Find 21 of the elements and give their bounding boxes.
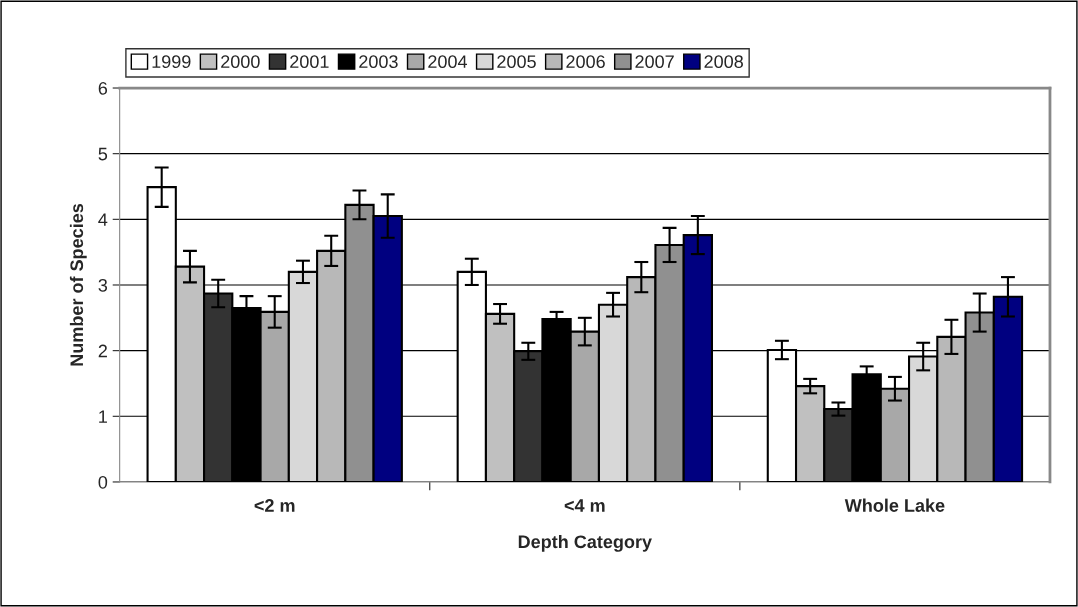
legend-label: 2007 (635, 55, 674, 69)
y-tick-label: 0 (98, 475, 108, 489)
x-tick-label: Whole Lake (844, 498, 945, 512)
y-tick-label: 1 (99, 410, 107, 423)
y-tick-label: 4 (98, 213, 108, 226)
x-tick-label: <4 m (564, 499, 605, 512)
legend-label: 2006 (566, 55, 605, 69)
legend-label: 2001 (290, 55, 329, 69)
legend-label: 2008 (704, 55, 743, 69)
y-tick-label: 6 (98, 81, 108, 95)
legend-label: 2000 (221, 55, 260, 69)
y-axis-title: Number of Species (69, 203, 87, 366)
x-tick-label: <2 m (254, 499, 295, 512)
y-tick-label: 3 (98, 278, 108, 292)
legend-label: 2003 (359, 55, 398, 69)
x-axis-title: Depth Category (518, 534, 652, 552)
legend-label: 1999 (152, 55, 191, 69)
y-tick-label: 2 (98, 344, 107, 358)
legend-label: 2005 (497, 55, 536, 69)
legend-label: 2004 (428, 55, 468, 69)
y-tick-label: 5 (98, 147, 108, 161)
